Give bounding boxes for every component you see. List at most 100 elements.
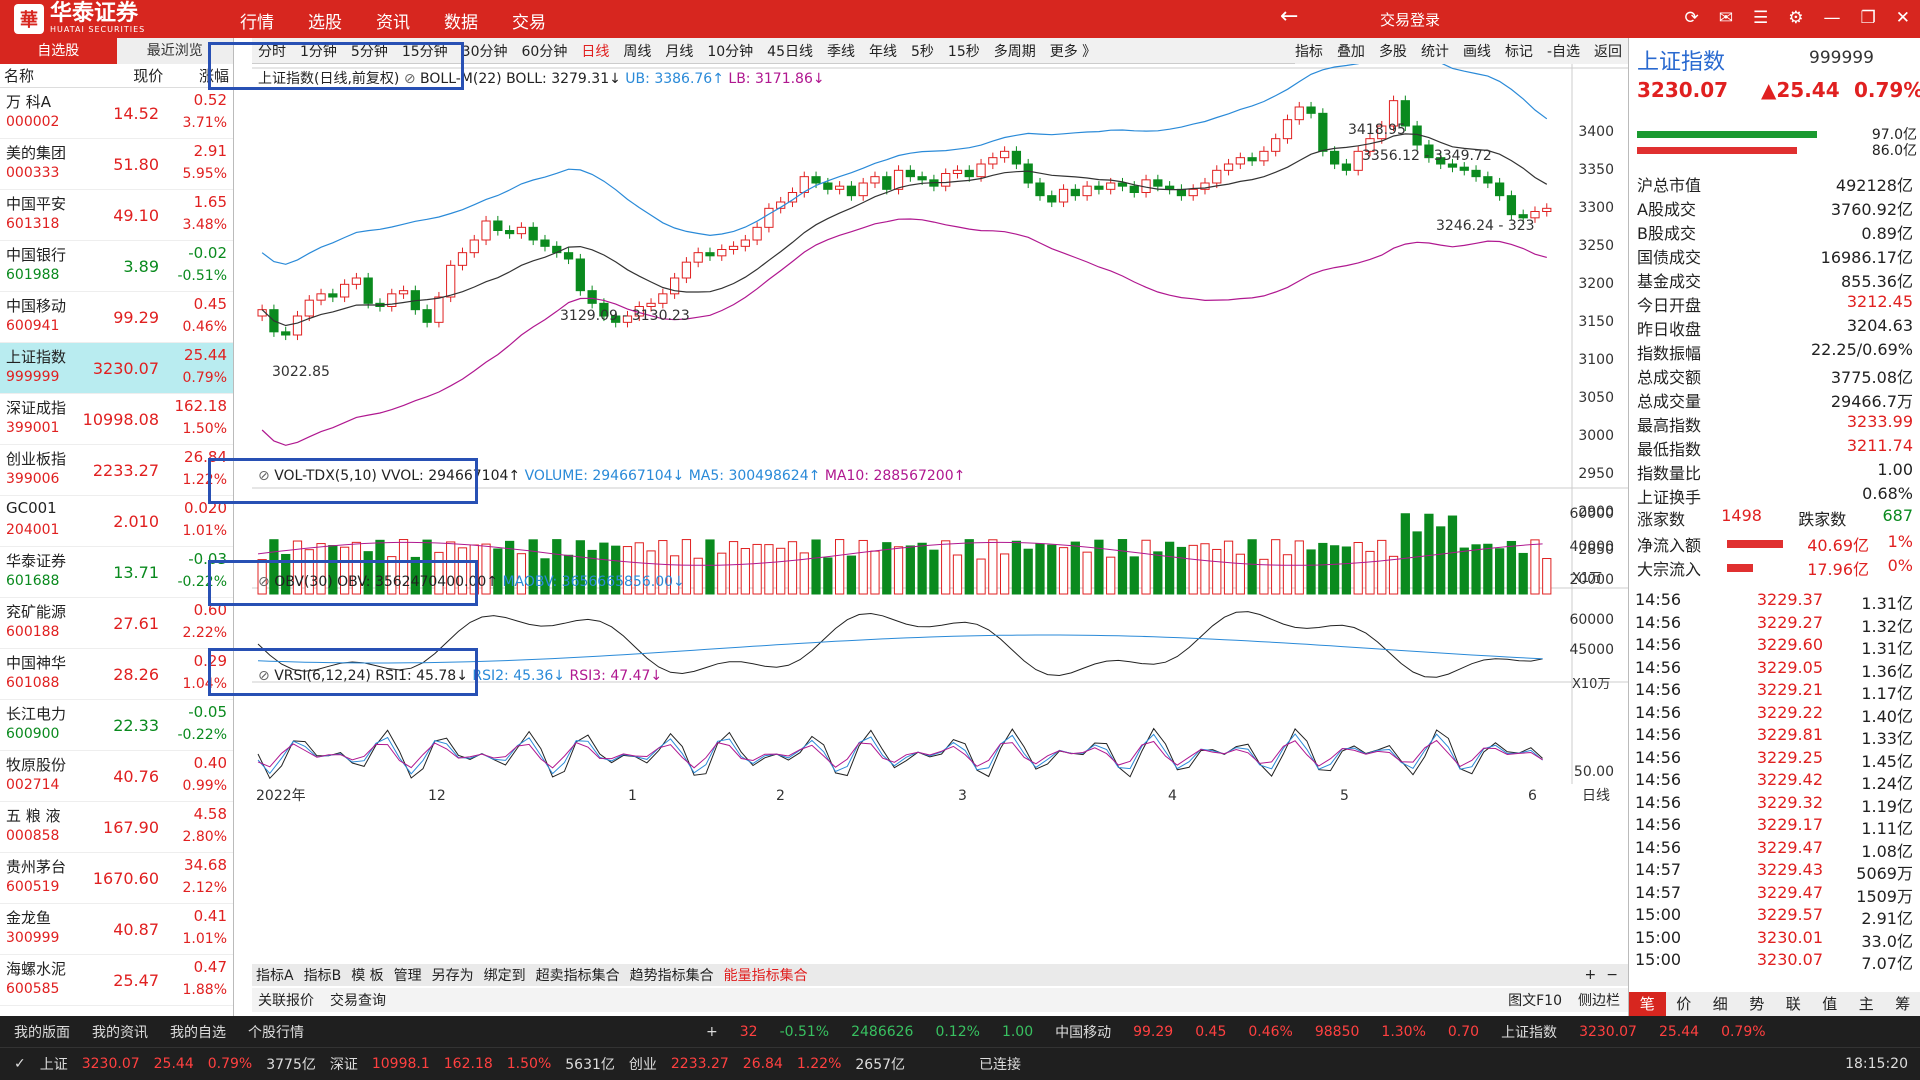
close-icon[interactable]: ✕ xyxy=(1895,8,1910,28)
stock-row[interactable]: 兖矿能源 600188 27.61 0.60 2.22% xyxy=(0,598,233,649)
top-menu-item[interactable]: 资讯 xyxy=(376,13,410,33)
top-menu-item[interactable]: 交易 xyxy=(512,13,546,33)
stock-row[interactable]: 深证成指 399001 10998.08 162.18 1.50% xyxy=(0,394,233,445)
stock-row[interactable]: 牧原股份 002714 40.76 0.40 0.99% xyxy=(0,751,233,802)
indicator-tab[interactable]: 指标A xyxy=(256,968,294,984)
quote-tab[interactable]: 细 xyxy=(1712,995,1728,1013)
header-change[interactable]: 涨幅 xyxy=(198,67,229,85)
quote-tab[interactable]: 价 xyxy=(1676,995,1692,1013)
quote-tab[interactable]: 值 xyxy=(1822,995,1838,1013)
check-icon[interactable]: ⊘ xyxy=(258,468,270,484)
mail-icon[interactable]: ✉ xyxy=(1718,8,1733,28)
period-tab[interactable]: 更多 》 xyxy=(1049,43,1097,60)
stock-row[interactable]: 金龙鱼 300999 40.87 0.41 1.01% xyxy=(0,904,233,955)
refresh-icon[interactable]: ⟳ xyxy=(1684,8,1699,28)
period-tab[interactable]: 10分钟 xyxy=(707,43,754,60)
check-icon[interactable]: ⊘ xyxy=(403,71,416,87)
chart-tool-button[interactable]: 指标 xyxy=(1294,44,1323,60)
volume-bar xyxy=(493,548,503,595)
period-tab[interactable]: 多周期 xyxy=(993,43,1036,60)
period-tab[interactable]: 分时 xyxy=(258,43,286,60)
stock-row[interactable]: 美的集团 000333 51.80 2.91 5.95% xyxy=(0,139,233,190)
indicator-tab[interactable]: 绑定到 xyxy=(483,968,526,984)
quote-tab[interactable]: 笔 xyxy=(1629,992,1666,1016)
status-check-icon[interactable]: ✓ xyxy=(14,1056,26,1072)
stock-row[interactable]: GC001 204001 2.010 0.020 1.01% xyxy=(0,496,233,547)
period-tab[interactable]: 60分钟 xyxy=(521,43,568,60)
indicator-tab[interactable]: 超卖指标集合 xyxy=(535,968,620,984)
menu-icon[interactable]: ☰ xyxy=(1753,8,1769,28)
status-link[interactable]: 我的资讯 xyxy=(92,1024,148,1041)
tick-volume: 2.91亿 xyxy=(1861,909,1913,928)
period-tab[interactable]: 15分钟 xyxy=(401,43,448,60)
period-tab[interactable]: 周线 xyxy=(623,43,652,60)
restore-icon[interactable]: ❐ xyxy=(1860,8,1876,28)
sidebar-button[interactable]: 侧边栏 xyxy=(1578,993,1620,1009)
chart-tool-button[interactable]: 统计 xyxy=(1420,44,1449,60)
chart-tool-button[interactable]: 画线 xyxy=(1462,44,1491,60)
stock-row[interactable]: 中国移动 600941 99.29 0.45 0.46% xyxy=(0,292,233,343)
chart-tool-button[interactable]: 多股 xyxy=(1378,44,1407,60)
quote-tab[interactable]: 联 xyxy=(1785,995,1801,1013)
stock-row[interactable]: 上证指数 999999 3230.07 25.44 0.79% xyxy=(0,343,233,394)
period-tab[interactable]: 30分钟 xyxy=(461,43,508,60)
indicator-tab[interactable]: 趋势指标集合 xyxy=(629,968,714,984)
status-link[interactable]: 个股行情 xyxy=(248,1024,304,1041)
minimize-icon[interactable]: — xyxy=(1823,8,1841,28)
chart-tool-button[interactable]: 叠加 xyxy=(1336,44,1365,60)
check-icon[interactable]: ⊘ xyxy=(258,574,270,590)
period-tab[interactable]: 5分钟 xyxy=(350,43,388,60)
settings-icon[interactable]: ⚙ xyxy=(1788,8,1804,28)
period-tab[interactable]: 日线 xyxy=(581,43,610,60)
kline-chart[interactable]: 3400 3350 3300 3250 3200 3150 3100 3050 3000 2950… xyxy=(252,64,1628,962)
top-menu-item[interactable]: 行情 xyxy=(240,13,274,33)
stock-row[interactable]: 创业板指 399006 2233.27 26.84 1.22% xyxy=(0,445,233,496)
top-menu-item[interactable]: 数据 xyxy=(444,13,478,33)
add-icon[interactable]: + xyxy=(706,1023,718,1040)
status-link[interactable]: 我的自选 xyxy=(170,1024,226,1041)
chart-tool-button[interactable]: 标记 xyxy=(1504,44,1533,60)
header-name[interactable]: 名称 xyxy=(4,67,35,85)
top-menu-item[interactable]: 选股 xyxy=(308,13,342,33)
status-link[interactable]: 我的版面 xyxy=(14,1024,70,1041)
indicator-tab[interactable]: 模 板 xyxy=(351,968,384,984)
stock-row[interactable]: 贵州茅台 600519 1670.60 34.68 2.12% xyxy=(0,853,233,904)
chart-tool-button[interactable]: -自选 xyxy=(1546,44,1580,60)
stock-row[interactable]: 中国银行 601988 3.89 -0.02 -0.51% xyxy=(0,241,233,292)
stock-row[interactable]: 华泰证券 601688 13.71 -0.03 -0.22% xyxy=(0,547,233,598)
period-tab[interactable]: 15秒 xyxy=(947,43,980,60)
quote-link-button[interactable]: 关联报价 xyxy=(258,993,314,1009)
period-tab[interactable]: 45日线 xyxy=(767,43,813,60)
indicator-tab[interactable]: 另存为 xyxy=(431,968,474,984)
period-tab[interactable]: 年线 xyxy=(868,43,897,60)
trade-query-button[interactable]: 交易查询 xyxy=(330,993,386,1009)
stock-row[interactable]: 中国平安 601318 49.10 1.65 3.48% xyxy=(0,190,233,241)
check-icon[interactable]: ⊘ xyxy=(258,668,270,684)
header-price[interactable]: 现价 xyxy=(133,67,164,85)
quote-tab[interactable]: 主 xyxy=(1858,995,1874,1013)
indicator-tab[interactable]: 指标B xyxy=(303,968,342,984)
stock-code: 204001 xyxy=(6,522,60,538)
trade-login-button[interactable]: 交易登录 xyxy=(1380,11,1441,29)
stock-row[interactable]: 海螺水泥 600585 25.47 0.47 1.88% xyxy=(0,955,233,1006)
period-tab[interactable]: 月线 xyxy=(665,43,694,60)
indicator-tab[interactable]: 能量指标集合 xyxy=(723,968,808,984)
stock-row[interactable]: 万 科A 000002 14.52 0.52 3.71% xyxy=(0,88,233,139)
zoom-out-icon[interactable]: − xyxy=(1606,967,1618,983)
quote-tab[interactable]: 筹 xyxy=(1895,995,1911,1013)
f10-button[interactable]: 图文F10 xyxy=(1508,993,1562,1009)
period-tab[interactable]: 1分钟 xyxy=(300,43,337,60)
chart-tool-button[interactable]: 返回 xyxy=(1594,44,1622,60)
back-arrow-icon[interactable]: ← xyxy=(1280,4,1299,29)
stock-row[interactable]: 五 粮 液 000858 167.90 4.58 2.80% xyxy=(0,802,233,853)
buy-bar-row: 97.0亿 xyxy=(1637,126,1917,143)
tab-watchlist[interactable]: 自选股 xyxy=(0,38,117,64)
stock-name: 五 粮 液 xyxy=(6,807,61,825)
period-tab[interactable]: 5秒 xyxy=(910,43,934,60)
quote-tab[interactable]: 势 xyxy=(1749,995,1765,1013)
indicator-tab[interactable]: 管理 xyxy=(393,968,422,984)
period-tab[interactable]: 季线 xyxy=(826,43,855,60)
stock-row[interactable]: 长江电力 600900 22.33 -0.05 -0.22% xyxy=(0,700,233,751)
stock-row[interactable]: 中国神华 601088 28.26 0.29 1.04% xyxy=(0,649,233,700)
zoom-in-icon[interactable]: + xyxy=(1584,967,1597,983)
